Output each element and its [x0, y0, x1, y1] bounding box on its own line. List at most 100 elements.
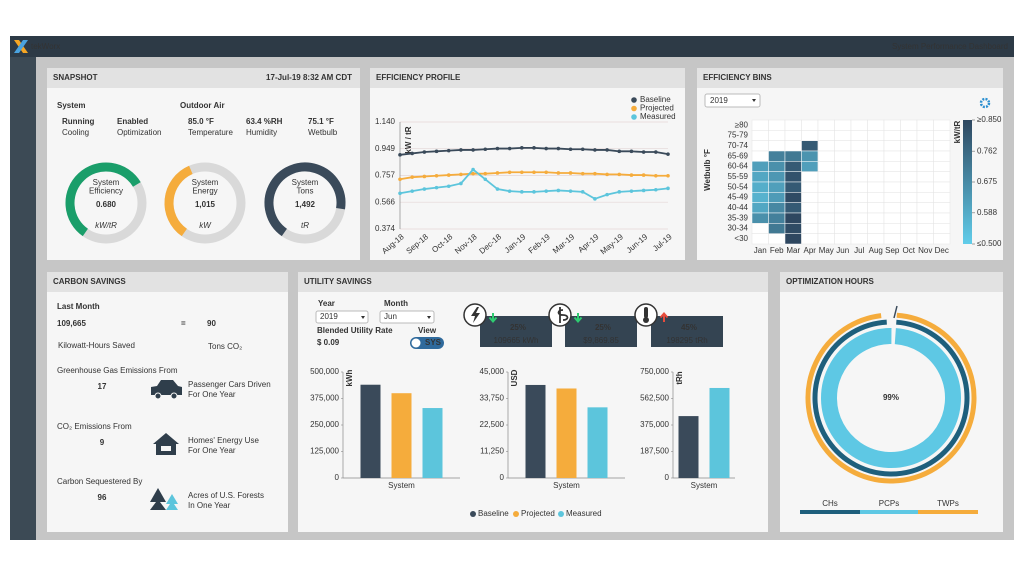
panel-title: UTILITY SAVINGS: [304, 277, 372, 286]
empty-cell: [867, 181, 885, 193]
select-caret: [361, 316, 365, 319]
data-point: [520, 190, 524, 194]
heat-cell: [784, 233, 802, 245]
kpi-detail: 109665 kWh: [494, 336, 539, 345]
colorbar-tick-label: 0.588: [977, 208, 998, 217]
empty-cell: [834, 140, 852, 152]
legend-label: Measured: [640, 112, 676, 121]
gauge-value: 0.680: [96, 200, 117, 209]
heat-cell: [784, 202, 802, 214]
gauge-arc: [264, 162, 346, 237]
y-tick-label: 0.566: [375, 197, 396, 206]
kpi-detail: 198295 tRh: [666, 336, 707, 345]
ring-marker: [893, 305, 898, 319]
data-point: [568, 147, 573, 152]
legend-swatch: [558, 511, 564, 517]
gauge-value: 1,015: [195, 200, 216, 209]
x-tick-label: Jan: [754, 246, 767, 255]
heat-cell: [768, 202, 786, 214]
empty-cell: [834, 192, 852, 203]
equivalent-description: For One Year: [188, 446, 236, 455]
panel: [370, 68, 685, 260]
trend-arrow: [573, 313, 583, 324]
legend-label: TWPs: [937, 499, 959, 508]
ring-arc: [805, 312, 977, 484]
empty-cell: [834, 223, 852, 234]
data-point: [459, 172, 463, 177]
panel-title: CARBON SAVINGS: [53, 277, 126, 286]
equivalent-description: In One Year: [188, 501, 231, 510]
empty-cell: [900, 233, 918, 245]
equivalent-description: For One Year: [188, 390, 236, 399]
data-point: [446, 148, 451, 153]
month-select[interactable]: [379, 310, 435, 324]
y-tick-label: 0: [500, 473, 505, 482]
legend-swatch: [513, 511, 519, 517]
co2-unit: Tons CO₂: [208, 342, 242, 351]
weather-label: Wetbulb: [308, 128, 338, 137]
kpi-detail: $9,869.85: [583, 336, 619, 345]
data-point: [641, 150, 646, 154]
empty-cell: [817, 233, 835, 245]
data-point: [654, 173, 658, 178]
gauge-name: System: [292, 178, 319, 187]
empty-cell: [883, 150, 901, 162]
data-point: [446, 184, 451, 189]
bar: [525, 384, 546, 478]
status-value: Enabled: [117, 117, 148, 126]
year-select-value: 2019: [320, 312, 338, 321]
data-point: [483, 171, 488, 176]
ring-arc: [821, 328, 961, 468]
gauge-unit: kW/tR: [95, 221, 117, 230]
empty-cell: [751, 223, 769, 234]
ring-arc: [812, 319, 970, 477]
y-tick-label: 30-34: [728, 224, 749, 233]
data-point: [580, 190, 585, 194]
empty-cell: [933, 161, 951, 172]
equivalent-value: 9: [100, 438, 105, 447]
settings-icon[interactable]: [979, 97, 991, 109]
panel: [47, 272, 288, 532]
data-point: [483, 177, 488, 182]
empty-cell: [784, 119, 802, 131]
empty-cell: [850, 171, 868, 183]
empty-cell: [867, 212, 885, 224]
year-select-value: 2019: [710, 96, 728, 105]
empty-cell: [801, 130, 819, 141]
data-point: [593, 197, 597, 201]
data-point: [471, 148, 475, 152]
data-point: [544, 146, 548, 151]
toggle-knob: [411, 338, 421, 348]
data-point: [507, 146, 512, 151]
empty-cell: [916, 119, 934, 131]
data-point: [459, 181, 463, 186]
y-tick-label: 45-49: [728, 193, 749, 202]
data-point: [605, 172, 609, 177]
data-point: [556, 188, 561, 193]
heat-cell: [784, 181, 802, 193]
equivalent-description: Passenger Cars Driven: [188, 380, 271, 389]
empty-cell: [801, 202, 819, 214]
data-point: [495, 146, 500, 151]
x-tick-label: Dec: [935, 246, 949, 255]
heat-cell: [784, 161, 802, 172]
y-tick-label: 0.374: [375, 224, 396, 233]
heat-cell: [768, 223, 786, 234]
empty-cell: [900, 192, 918, 203]
empty-cell: [883, 130, 901, 141]
empty-cell: [850, 202, 868, 214]
empty-cell: [850, 119, 868, 131]
y-tick-label: 60-64: [728, 162, 749, 171]
year-select[interactable]: [315, 310, 369, 324]
dollar-icon: [557, 307, 569, 323]
empty-cell: [817, 192, 835, 203]
car-wheel: [154, 392, 162, 400]
weather-value: 85.0 °F: [188, 117, 214, 126]
year-select[interactable]: [704, 93, 761, 108]
y-tick-label: ≥80: [735, 120, 749, 129]
empty-cell: [768, 130, 786, 141]
y-tick-label: 0: [665, 473, 670, 482]
empty-cell: [784, 140, 802, 152]
empty-cell: [751, 130, 769, 141]
data-point: [410, 189, 414, 193]
